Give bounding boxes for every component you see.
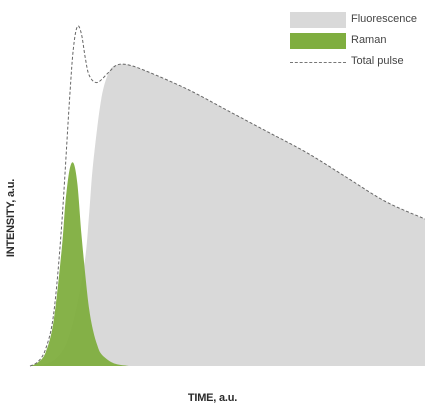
legend-item-raman: Raman (290, 31, 425, 52)
legend-label-total-pulse: Total pulse (351, 55, 404, 67)
legend-item-fluorescence: Fluorescence (290, 10, 425, 31)
plot-area (29, 25, 425, 367)
legend: Fluorescence Raman Total pulse (290, 10, 425, 73)
series-total-pulse (29, 25, 425, 367)
legend-swatch-raman (290, 33, 346, 49)
legend-label-raman: Raman (351, 34, 387, 46)
series-raman (30, 162, 129, 366)
legend-swatch-total-pulse (290, 62, 346, 63)
y-axis-label: INTENSITY, a.u. (5, 178, 17, 258)
x-axis-label: TIME, a.u. (187, 392, 238, 404)
legend-label-fluorescence: Fluorescence (351, 13, 418, 25)
series-fluorescence (30, 64, 425, 366)
legend-swatch-fluorescence (290, 12, 346, 28)
legend-item-total-pulse: Total pulse (290, 52, 425, 73)
